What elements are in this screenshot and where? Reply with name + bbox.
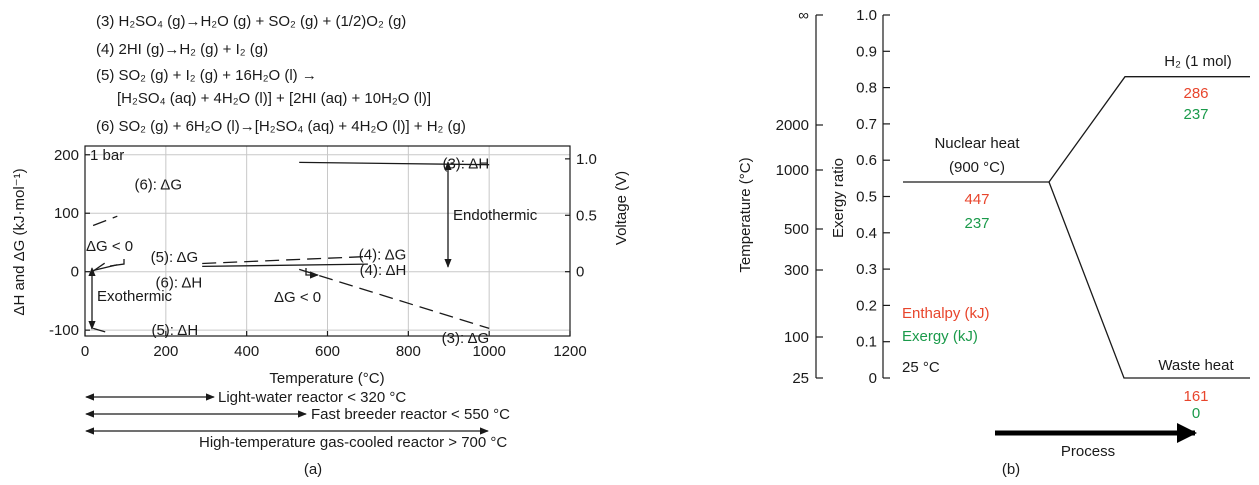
hydrogen-label: H₂ (1 mol) (1164, 53, 1232, 70)
temp-tick-100: 100 (784, 329, 809, 346)
ambient-temp-label: 25 °C (902, 359, 940, 376)
series-label-3: (4): ΔH (360, 262, 407, 279)
pressure-label: 1 bar (90, 147, 124, 164)
y-tick-label-100: 100 (54, 205, 79, 222)
panel-a-label: (a) (304, 461, 322, 478)
y-tick-label-200: 200 (54, 147, 79, 164)
exergy-tick-label-6: 0.4 (856, 225, 877, 242)
y2-tick-label-1: 0.5 (576, 207, 597, 224)
nuclear-heat-temp: (900 °C) (949, 159, 1005, 176)
equation-4: (4) 2HI (g)→H₂ (g) + I₂ (g) (96, 41, 268, 58)
nuclear-heat-exergy: 237 (964, 215, 989, 232)
x-tick-label-600: 600 (315, 343, 340, 360)
series-label-1: (3): ΔG (442, 330, 490, 347)
temperature-axis-label: Temperature (°C) (737, 157, 754, 272)
range-label-light-water: Light-water reactor < 320 °C (218, 389, 406, 406)
hydrogen-enthalpy: 286 (1183, 85, 1208, 102)
plot-a-series-labels: (3): ΔH (3): ΔG (4): ΔG(4): ΔH (5): ΔG (5): … (134, 156, 489, 348)
process-label: Process (1061, 443, 1115, 460)
dg-negative-left: ΔG < 0 (86, 238, 133, 255)
exergy-tick-label-2: 0.8 (856, 80, 877, 97)
exergy-tick-label-9: 0.1 (856, 334, 877, 351)
series-label-6: (6): ΔG (134, 177, 182, 194)
series-label-0: (3): ΔH (442, 156, 489, 173)
panel-b-label: (b) (1002, 461, 1020, 478)
equation-5a: (5) SO₂ (g) + I₂ (g) + 16H₂O (l) → (96, 67, 317, 84)
waste-heat-path (1048, 181, 1250, 379)
exergy-tick-label-8: 0.2 (856, 297, 877, 314)
exergy-tick-label-7: 0.3 (856, 261, 877, 278)
waste-heat-enthalpy: 161 (1183, 388, 1208, 405)
series-label-4: (5): ΔG (151, 249, 199, 266)
legend-enthalpy: Enthalpy (kJ) (902, 305, 990, 322)
x-tick-label-800: 800 (396, 343, 421, 360)
panel-b: ∞ 2000 1000 500 300 100 25 Temperature (… (737, 7, 1250, 478)
y-axis-label-a: ΔH and ΔG (kJ·mol⁻¹) (11, 168, 28, 315)
hydrogen-exergy: 237 (1183, 106, 1208, 123)
exergy-axis-label: Exergy ratio (830, 158, 847, 238)
exergy-tick-label-5: 0.5 (856, 189, 877, 206)
series-line-1 (299, 268, 490, 330)
range-label-htgr: High-temperature gas-cooled reactor > 70… (199, 434, 507, 451)
y2-axis-label-a: Voltage (V) (613, 171, 630, 245)
series-label-7: (6): ΔH (156, 275, 203, 292)
dg-negative-left-marker (109, 259, 125, 267)
endothermic-label: Endothermic (453, 207, 538, 224)
x-tick-label-1200: 1200 (553, 343, 586, 360)
panel-a: (3) H₂SO₄ (g)→H₂O (g) + SO₂ (g) + (1/2)O… (11, 13, 630, 478)
nuclear-heat-label: Nuclear heat (934, 135, 1020, 152)
series-line-3 (202, 263, 368, 268)
temp-tick-25: 25 (792, 370, 809, 387)
y2-tick-label-0: 0 (576, 264, 584, 281)
y-tick-label--100: -100 (49, 322, 79, 339)
x-tick-label-1000: 1000 (472, 343, 505, 360)
series-line-0 (299, 161, 490, 166)
temp-tick-1000: 1000 (776, 162, 809, 179)
temp-tick-300: 300 (784, 262, 809, 279)
exergy-flow-lines (903, 76, 1250, 379)
exothermic-label: Exothermic (97, 288, 173, 305)
exergy-tick-label-4: 0.6 (856, 152, 877, 169)
temp-tick-inf: ∞ (798, 7, 809, 24)
x-tick-label-400: 400 (234, 343, 259, 360)
x-tick-label-0: 0 (81, 343, 89, 360)
exergy-tick-label-0: 1.0 (856, 7, 877, 24)
x-axis-label-a: Temperature (°C) (269, 370, 384, 387)
y2-tick-label-2: 1.0 (576, 151, 597, 168)
series-line-6 (92, 215, 118, 227)
y-tick-label-0: 0 (71, 264, 79, 281)
waste-heat-exergy: 0 (1192, 405, 1200, 422)
legend-exergy: Exergy (kJ) (902, 328, 978, 345)
dg-negative-mid-marker (305, 268, 319, 279)
temp-tick-2000: 2000 (776, 117, 809, 134)
plot-a-grid (85, 146, 570, 336)
series-label-5: (5): ΔH (151, 322, 198, 339)
temperature-ticks: ∞ 2000 1000 500 300 100 25 (776, 7, 823, 387)
series-line-2 (202, 255, 368, 265)
hydrogen-path (1048, 76, 1250, 183)
equation-6: (6) SO₂ (g) + 6H₂O (l)→[H₂SO₄ (aq) + 4H₂… (96, 118, 466, 135)
dg-negative-mid: ΔG < 0 (274, 289, 321, 306)
series-label-2: (4): ΔG (359, 247, 407, 264)
waste-heat-label: Waste heat (1158, 357, 1234, 374)
exergy-tick-label-1: 0.9 (856, 43, 877, 60)
range-label-fast-breeder: Fast breeder reactor < 550 °C (311, 406, 510, 423)
exergy-tick-label-10: 0 (869, 370, 877, 387)
exergy-ticks: 1.0 0.9 0.8 0.7 0.6 0.5 0.4 0.3 0.2 0.1 0 (856, 7, 890, 387)
temp-tick-500: 500 (784, 221, 809, 238)
plot-a-series (92, 161, 490, 333)
equation-5b: [H₂SO₄ (aq) + 4H₂O (l)] + [2HI (aq) + 10… (117, 90, 431, 107)
exergy-tick-label-3: 0.7 (856, 116, 877, 133)
equation-3: (3) H₂SO₄ (g)→H₂O (g) + SO₂ (g) + (1/2)O… (96, 13, 406, 30)
x-tick-label-200: 200 (153, 343, 178, 360)
nuclear-heat-enthalpy: 447 (964, 191, 989, 208)
